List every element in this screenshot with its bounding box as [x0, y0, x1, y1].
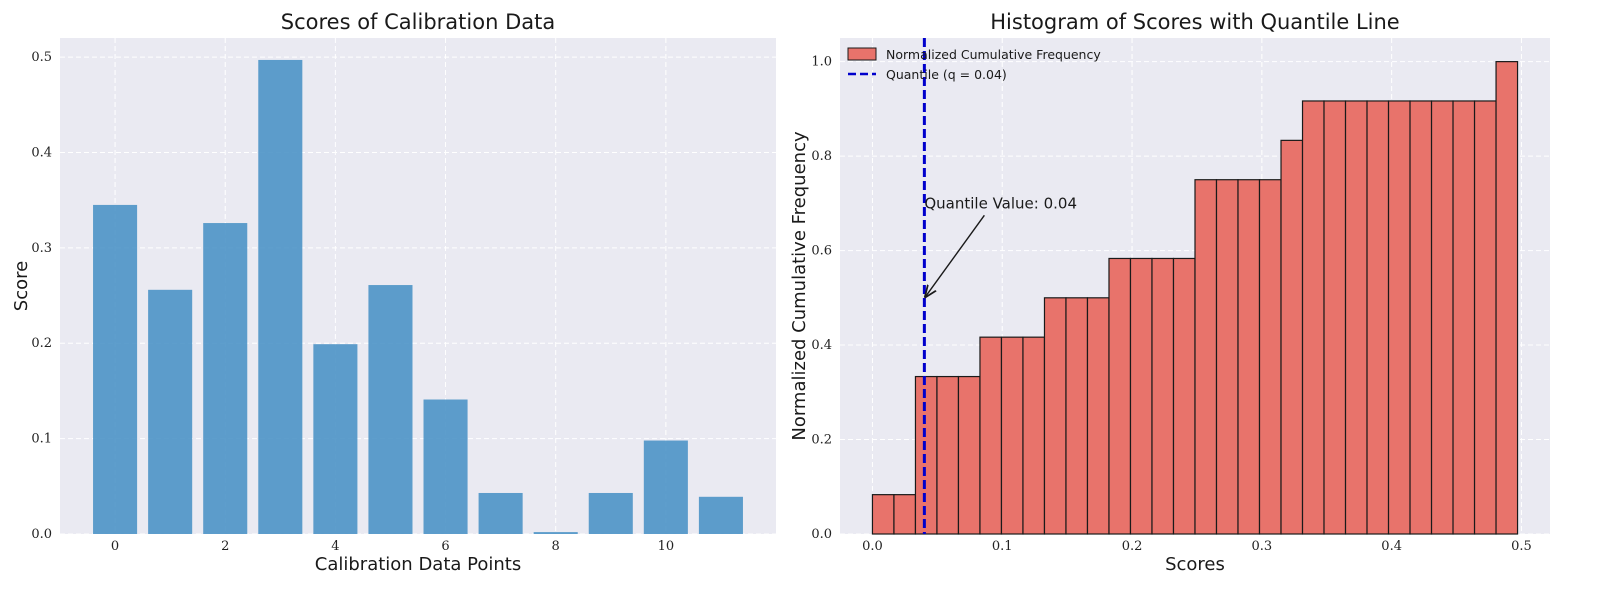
bars-left: [93, 59, 743, 535]
histogram-bar: [1258, 179, 1282, 535]
y-tick-label-left: 0.1: [31, 432, 52, 447]
annotation-arrow: [925, 214, 985, 296]
histogram-bar: [1430, 100, 1454, 535]
histogram-bar: [1409, 100, 1433, 535]
bar: [423, 399, 468, 534]
histogram-bar: [871, 494, 895, 535]
x-tick-label-left: 8: [552, 539, 560, 554]
ticks-left: 0.0 0.1 0.2 0.3 0.4 0.5 0 2 4 6 8 10: [31, 50, 674, 554]
bar: [533, 532, 578, 534]
histogram-bar: [1344, 100, 1368, 535]
y-axis-label-right: Normalized Cumulative Frequency: [789, 131, 810, 441]
y-tick-label-right: 0.4: [811, 338, 832, 353]
histogram-chart-quantile: 0.0 0.2 0.4 0.6 0.8 1.0 0.0 0.1 0.2 0.3 0.4 0.5 His…: [789, 10, 1550, 575]
bar: [258, 59, 303, 534]
x-tick-label-right: 0.5: [1511, 539, 1532, 554]
y-tick-label-right: 1.0: [811, 55, 832, 70]
histogram-bar: [1323, 100, 1347, 535]
legend: Normalized Cumulative Frequency Quantile…: [847, 47, 1101, 82]
x-tick-label-left: 6: [441, 539, 449, 554]
histogram-bar: [1215, 179, 1239, 535]
chart-title-right: Histogram of Scores with Quantile Line: [990, 10, 1399, 34]
x-tick-label-left: 2: [221, 539, 229, 554]
histogram-bar: [1280, 139, 1304, 535]
x-tick-label-left: 10: [658, 539, 675, 554]
bar-chart-calibration-scores: 0.0 0.1 0.2 0.3 0.4 0.5 0 2 4 6 8 10 Scores of Cali…: [11, 10, 776, 575]
x-axis-label-left: Calibration Data Points: [315, 554, 521, 575]
y-tick-label-left: 0.3: [31, 241, 52, 256]
y-tick-label-right: 0.2: [811, 433, 832, 448]
bar: [368, 285, 413, 534]
histogram-bar: [893, 494, 917, 535]
histogram-bar: [957, 375, 981, 535]
bar: [478, 492, 523, 534]
x-axis-label-right: Scores: [1165, 554, 1225, 575]
chart-title-left: Scores of Calibration Data: [281, 10, 555, 34]
bar: [203, 223, 248, 535]
bar: [643, 440, 688, 534]
histogram-bar: [1172, 257, 1196, 535]
histogram-bar: [1151, 257, 1175, 535]
y-tick-label-left: 0.5: [31, 50, 52, 65]
bar: [93, 204, 138, 534]
bar: [313, 344, 358, 534]
x-tick-label-right: 0.3: [1252, 539, 1273, 554]
x-tick-label-right: 0.2: [1122, 539, 1143, 554]
histogram-bar: [979, 336, 1003, 535]
histogram-bar: [1000, 336, 1024, 535]
histogram-bar: [1387, 100, 1411, 535]
y-tick-label-left: 0.4: [31, 145, 52, 160]
legend-swatch-histogram: [847, 47, 877, 61]
y-tick-label-left: 0.0: [31, 527, 52, 542]
histogram-bar: [1301, 100, 1325, 535]
histogram-bar: [1065, 297, 1089, 535]
x-tick-label-right: 0.0: [862, 539, 883, 554]
histogram-bar: [1129, 257, 1153, 535]
histogram-bar: [1022, 336, 1046, 535]
ticks-right: 0.0 0.2 0.4 0.6 0.8 1.0 0.0 0.1 0.2 0.3 0.4 0.5: [811, 55, 1531, 554]
bar: [588, 492, 633, 534]
legend-label-histogram: Normalized Cumulative Frequency: [886, 47, 1101, 62]
histogram-bar: [1452, 100, 1476, 535]
bar: [148, 289, 193, 534]
histogram-bar: [1366, 100, 1390, 535]
x-tick-label-left: 4: [331, 539, 339, 554]
histogram-bar: [936, 375, 960, 535]
histogram-bar: [1495, 61, 1519, 535]
bars-right: [871, 61, 1519, 535]
y-tick-label-left: 0.2: [31, 336, 52, 351]
x-tick-label-right: 0.1: [992, 539, 1013, 554]
annotation-text: Quantile Value: 0.04: [924, 194, 1077, 212]
histogram-bar: [914, 375, 938, 535]
histogram-bar: [1473, 100, 1497, 535]
histogram-bar: [1086, 297, 1110, 535]
histogram-bar: [1043, 297, 1067, 535]
y-tick-label-right: 0.8: [811, 149, 832, 164]
bar: [698, 496, 743, 534]
histogram-bar: [1237, 179, 1261, 535]
histogram-bar: [1194, 179, 1218, 535]
y-axis-label-left: Score: [11, 261, 32, 311]
x-tick-label-left: 0: [111, 539, 119, 554]
legend-label-quantile: Quantile (q = 0.04): [886, 67, 1007, 82]
y-tick-label-right: 0.6: [811, 244, 832, 259]
x-tick-label-right: 0.4: [1381, 539, 1402, 554]
y-tick-label-right: 0.0: [811, 527, 832, 542]
histogram-bar: [1108, 257, 1132, 535]
